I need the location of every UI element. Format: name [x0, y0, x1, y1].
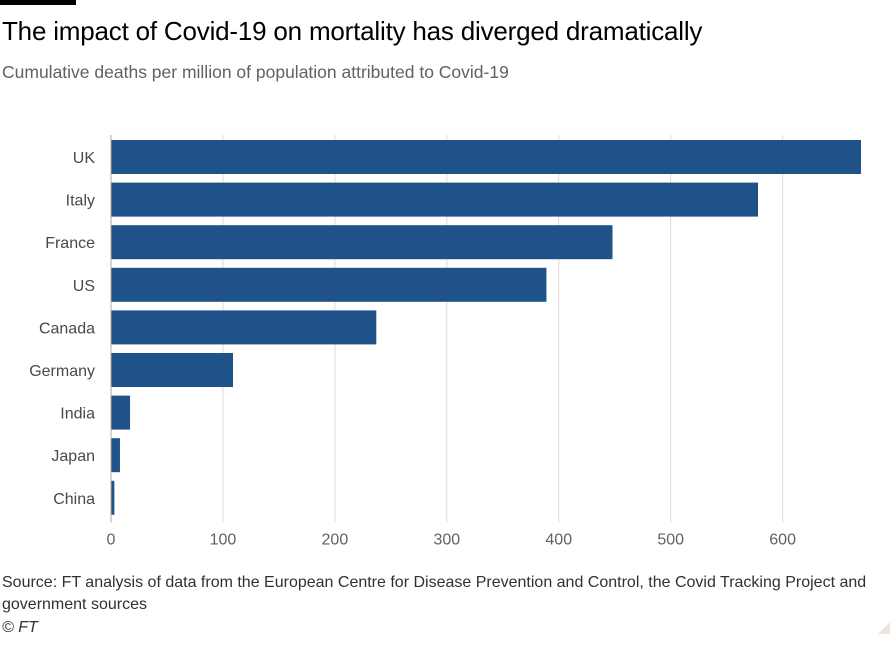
bar-china — [111, 480, 115, 515]
category-label: China — [53, 491, 95, 508]
bar-france — [111, 225, 613, 260]
category-label: US — [73, 278, 95, 295]
corner-mark — [878, 622, 890, 634]
top-rule — [0, 0, 76, 5]
chart-title: The impact of Covid-19 on mortality has … — [2, 16, 703, 46]
bar-uk — [111, 140, 861, 174]
bar-india — [111, 395, 131, 430]
x-tick-label: 0 — [107, 531, 116, 548]
x-tick-label: 400 — [545, 531, 572, 548]
bar-japan — [111, 438, 120, 473]
x-tick-label: 100 — [210, 531, 237, 548]
x-tick-label: 200 — [322, 531, 349, 548]
category-label: France — [45, 235, 95, 252]
category-label: Germany — [29, 363, 95, 380]
source-note: Source: FT analysis of data from the Eur… — [2, 574, 867, 613]
bar-germany — [111, 353, 234, 387]
x-tick-label: 500 — [657, 531, 684, 548]
bar-italy — [111, 182, 759, 217]
x-tick-label: 300 — [433, 531, 460, 548]
category-label: India — [60, 406, 95, 423]
bar-canada — [111, 310, 377, 345]
x-tick-label: 600 — [769, 531, 796, 548]
category-label: Japan — [51, 448, 95, 465]
bar-us — [111, 267, 547, 302]
bar-chart: UK Italy France US Canada Germany India Japan Ch… — [29, 135, 861, 548]
category-label: Italy — [66, 193, 95, 210]
category-label: Canada — [39, 320, 95, 337]
category-label: UK — [73, 150, 96, 167]
chart-subtitle: Cumulative deaths per million of populat… — [2, 62, 509, 82]
ft-credit: © FT — [2, 619, 38, 636]
